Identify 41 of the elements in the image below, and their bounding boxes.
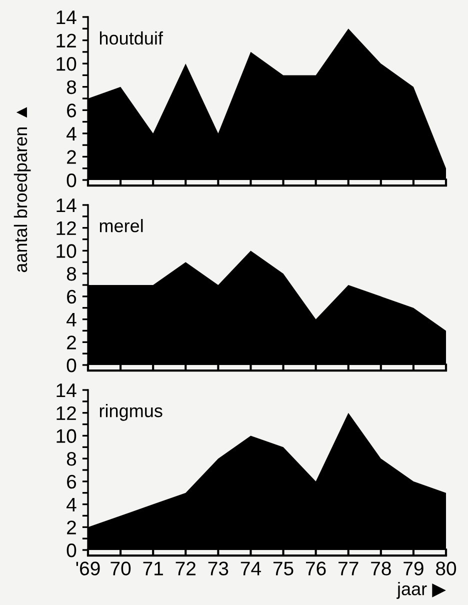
x-tick-label: 73 <box>208 562 228 576</box>
y-axis-title: aantal broedparen ▲ <box>14 107 31 272</box>
y-tick-label: 2 <box>67 520 76 534</box>
x-axis-title: jaar ▶ <box>396 582 446 599</box>
y-tick-label: 2 <box>67 336 76 350</box>
text: ringmus <box>100 404 162 421</box>
y-tick-label: 6 <box>67 104 76 118</box>
y-tick-label: 14 <box>56 198 76 212</box>
y-tick-label: 6 <box>67 290 76 304</box>
y-tick-label: 0 <box>66 358 76 372</box>
y-tick-label: 6 <box>67 474 76 489</box>
x-tick-label: 70 <box>110 562 131 576</box>
x-tick-label: 75 <box>273 562 294 576</box>
y-tick-label: 10 <box>56 57 76 71</box>
y-tick-label: 8 <box>66 452 76 466</box>
x-tick-label: 71 <box>143 562 163 576</box>
text: merel <box>100 218 143 232</box>
x-tick-label: 79 <box>404 562 424 576</box>
x-tick-label: 78 <box>371 562 391 576</box>
y-tick-label: 10 <box>56 244 76 258</box>
y-tick-label: 8 <box>66 267 76 281</box>
x-tick-label: 77 <box>338 562 358 576</box>
x-tick-label: 80 <box>436 562 456 576</box>
y-tick-label: 0 <box>66 543 76 558</box>
y-tick-label: 14 <box>56 384 76 398</box>
y-tick-label: 12 <box>56 406 76 420</box>
y-tick-label: 4 <box>66 498 76 512</box>
y-tick-label: 12 <box>56 34 76 48</box>
x-tick-label: 74 <box>240 562 261 576</box>
y-tick-label: 8 <box>66 80 76 94</box>
y-tick-label: 12 <box>56 221 76 235</box>
y-tick-label: 4 <box>66 312 76 326</box>
y-tick-label: 0 <box>66 173 76 188</box>
x-tick-label: '69 <box>76 562 100 576</box>
y-tick-label: 14 <box>56 10 76 24</box>
x-tick-label: 76 <box>306 562 326 576</box>
y-tick-label: 10 <box>56 429 76 443</box>
x-tick-label: 72 <box>176 562 196 576</box>
series-label: houtduif <box>100 31 164 45</box>
y-tick-label: 4 <box>66 127 76 140</box>
y-tick-label: 2 <box>67 150 76 164</box>
